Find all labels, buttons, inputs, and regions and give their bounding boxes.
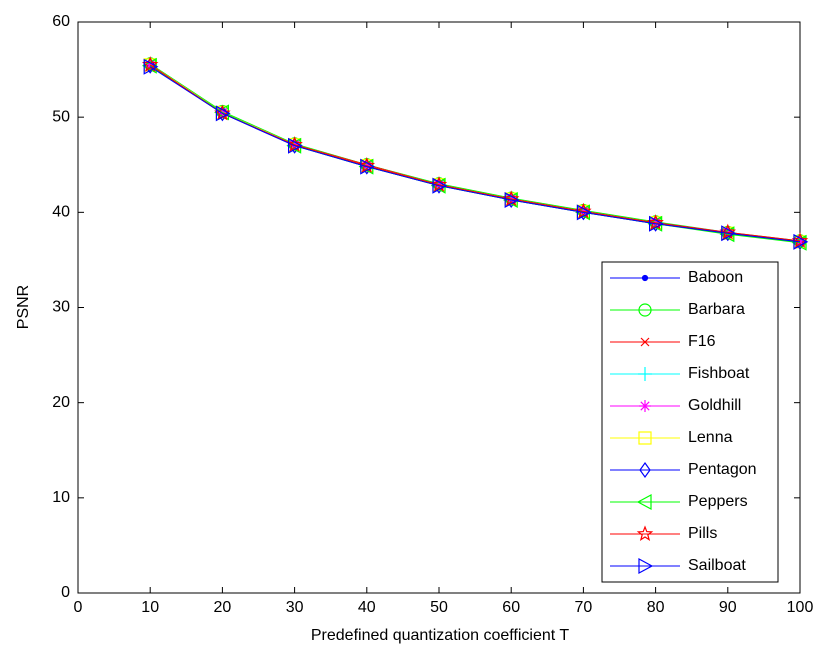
legend-label: Peppers bbox=[688, 493, 748, 510]
x-tick-label: 80 bbox=[647, 599, 665, 616]
y-tick-label: 20 bbox=[52, 394, 70, 411]
x-tick-label: 10 bbox=[141, 599, 159, 616]
y-tick-label: 60 bbox=[52, 13, 70, 30]
legend-label: Fishboat bbox=[688, 365, 750, 382]
x-axis-label: Predefined quantization coefficient T bbox=[311, 627, 569, 644]
y-tick-label: 40 bbox=[52, 204, 70, 221]
legend-label: Lenna bbox=[688, 429, 733, 446]
legend-marker bbox=[643, 276, 648, 281]
y-tick-label: 30 bbox=[52, 299, 70, 316]
legend-label: Pills bbox=[688, 525, 717, 542]
x-tick-label: 90 bbox=[719, 599, 737, 616]
legend-label: F16 bbox=[688, 333, 716, 350]
y-tick-label: 10 bbox=[52, 489, 70, 506]
x-tick-label: 40 bbox=[358, 599, 376, 616]
x-tick-label: 70 bbox=[575, 599, 593, 616]
legend-label: Goldhill bbox=[688, 397, 741, 414]
y-tick-label: 0 bbox=[61, 584, 70, 601]
x-tick-label: 0 bbox=[74, 599, 83, 616]
legend: Baboon Barbara F16 Fishboat Goldhill Lenna Pen… bbox=[602, 262, 778, 582]
x-tick-label: 100 bbox=[787, 599, 814, 616]
x-tick-label: 50 bbox=[430, 599, 448, 616]
y-tick-label: 50 bbox=[52, 108, 70, 125]
legend-label: Pentagon bbox=[688, 461, 757, 478]
x-tick-label: 20 bbox=[214, 599, 232, 616]
y-axis-label: PSNR bbox=[15, 285, 32, 329]
marker-part bbox=[643, 276, 648, 281]
x-tick-label: 30 bbox=[286, 599, 304, 616]
x-tick-label: 60 bbox=[502, 599, 520, 616]
legend-label: Baboon bbox=[688, 269, 743, 286]
legend-label: Barbara bbox=[688, 301, 745, 318]
legend-label: Sailboat bbox=[688, 557, 746, 574]
chart: Predefined quantization coefficient T PS… bbox=[0, 0, 820, 651]
